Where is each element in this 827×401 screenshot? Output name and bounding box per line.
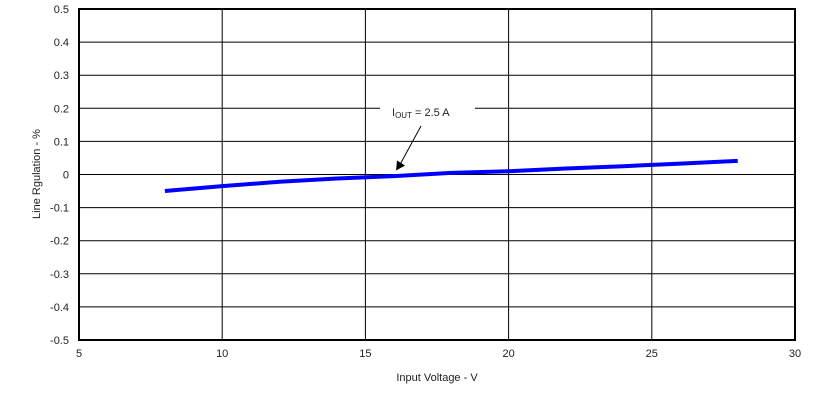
y-tick-label: 0.5 xyxy=(54,4,69,16)
x-tick-label: 10 xyxy=(216,348,228,360)
series-annotation: IOUT = 2.5 A xyxy=(380,100,475,171)
series-line xyxy=(164,158,738,194)
data-series xyxy=(164,158,738,194)
x-tick-label: 5 xyxy=(76,348,82,360)
y-tick-label: 0 xyxy=(63,170,69,182)
y-axis-ticks: 0.5 0.4 0.3 0.2 0.1 0 -0.1 -0.2 -0.3 -0.4 -0.5 xyxy=(50,4,69,347)
y-tick-label: -0.2 xyxy=(50,236,69,248)
x-axis-ticks: 5 10 15 20 25 30 xyxy=(76,348,801,360)
x-axis-label: Input Voltage - V xyxy=(396,372,478,384)
y-tick-label: 0.2 xyxy=(54,103,69,115)
y-axis-label: Line Rgulation - % xyxy=(31,129,43,219)
x-tick-label: 30 xyxy=(789,348,801,360)
annotation-bg xyxy=(380,100,475,122)
annotation-label: IOUT = 2.5 A xyxy=(392,107,450,120)
arrow-head-icon xyxy=(396,160,406,171)
y-tick-label: 0.1 xyxy=(54,136,69,148)
x-tick-label: 20 xyxy=(502,348,514,360)
y-tick-label: 0.3 xyxy=(54,70,69,82)
y-tick-label: 0.4 xyxy=(54,37,69,49)
plot-frame xyxy=(78,8,796,341)
y-tick-label: -0.4 xyxy=(50,302,69,314)
annotation-arrow-line xyxy=(399,125,422,165)
x-tick-label: 15 xyxy=(359,348,371,360)
y-tick-label: -0.1 xyxy=(50,203,69,215)
y-tick-label: -0.5 xyxy=(50,335,69,347)
x-tick-label: 25 xyxy=(646,348,658,360)
y-tick-label: -0.3 xyxy=(50,269,69,281)
